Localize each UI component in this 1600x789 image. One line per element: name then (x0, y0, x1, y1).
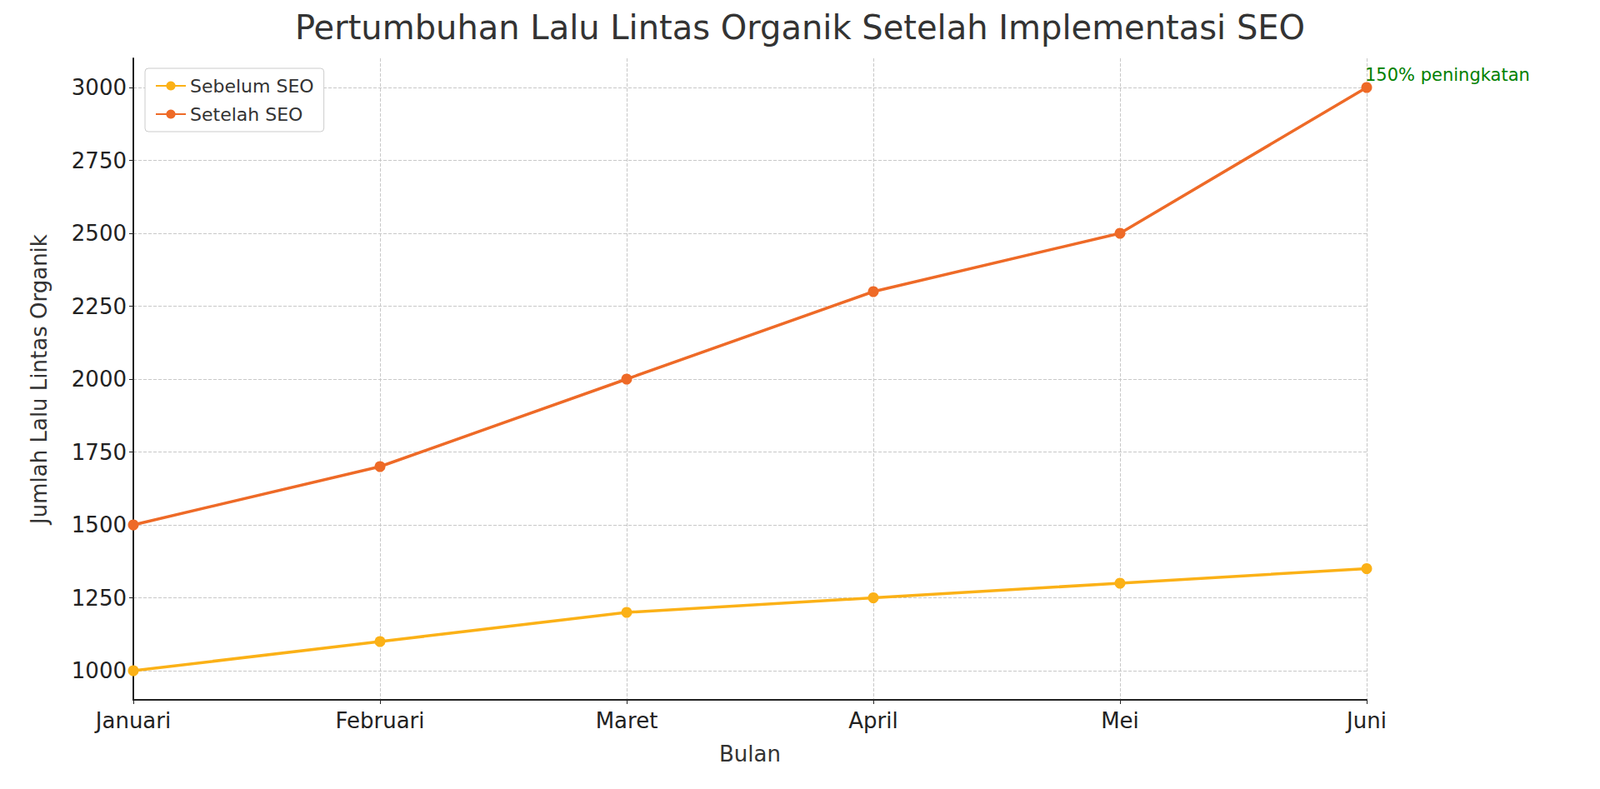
svg-text:2000: 2000 (71, 366, 127, 392)
svg-text:Jumlah Lalu Lintas Organik: Jumlah Lalu Lintas Organik (26, 234, 52, 526)
svg-text:Februari: Februari (335, 708, 425, 734)
svg-text:2500: 2500 (71, 220, 127, 246)
svg-text:2250: 2250 (71, 294, 127, 320)
svg-text:Pertumbuhan Lalu Lintas Organi: Pertumbuhan Lalu Lintas Organik Setelah … (295, 8, 1305, 47)
svg-text:2750: 2750 (71, 148, 127, 174)
svg-text:Setelah SEO: Setelah SEO (190, 104, 303, 125)
svg-text:1000: 1000 (71, 658, 127, 684)
svg-text:Maret: Maret (595, 708, 659, 734)
svg-text:Mei: Mei (1100, 708, 1140, 734)
svg-text:April: April (848, 708, 898, 734)
svg-text:150% peningkatan: 150% peningkatan (1365, 65, 1530, 85)
svg-text:1250: 1250 (71, 585, 127, 611)
svg-text:1500: 1500 (71, 512, 127, 538)
svg-text:1750: 1750 (71, 440, 127, 465)
svg-text:Sebelum SEO: Sebelum SEO (190, 75, 315, 97)
svg-text:Juni: Juni (1345, 708, 1387, 734)
svg-text:Januari: Januari (94, 708, 171, 734)
svg-text:3000: 3000 (71, 75, 127, 100)
svg-text:Bulan: Bulan (719, 741, 781, 767)
